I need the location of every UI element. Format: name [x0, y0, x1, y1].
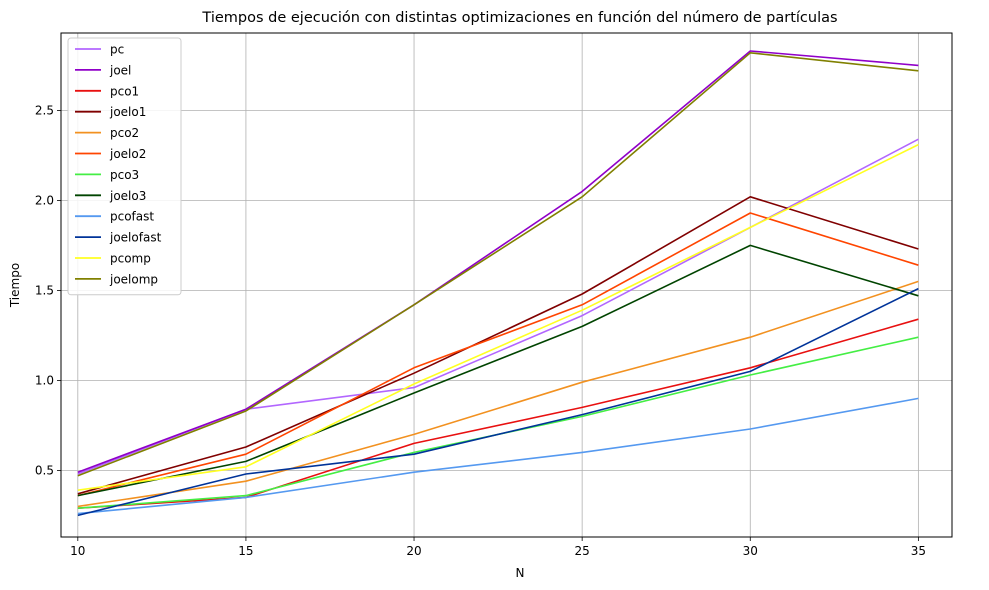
series-line-pco3 — [77, 336, 919, 509]
y-axis: 0.5 1.0 1.5 2.0 2.5 — [35, 103, 61, 477]
series-line-pco1 — [77, 318, 919, 509]
legend: pc joel pco1 joelo1 pco2 joelo2 pco3 joelo3 pcof… — [67, 37, 182, 296]
y-tick-label: 1.5 — [35, 283, 54, 297]
legend-label-pc: pc — [110, 43, 124, 57]
legend-label-pco2: pco2 — [110, 126, 139, 140]
legend-label-joelomp: joelomp — [109, 272, 158, 286]
legend-label-pcofast: pcofast — [110, 210, 154, 224]
x-axis-label: N — [516, 566, 525, 580]
legend-label-joelo3: joelo3 — [109, 189, 146, 203]
series-line-joelofast — [77, 287, 919, 517]
x-axis: 10 15 20 25 30 35 — [70, 537, 926, 558]
y-tick-label: 1.0 — [35, 373, 54, 387]
series-line-pcomp — [77, 143, 919, 491]
y-tick-label: 2.0 — [35, 193, 54, 207]
x-tick-label: 10 — [70, 544, 85, 558]
series-line-joel — [77, 50, 919, 473]
x-tick-label: 15 — [238, 544, 253, 558]
series-line-pc — [77, 138, 919, 475]
y-axis-label: Tiempo — [8, 263, 22, 308]
series-line-pco2 — [77, 280, 919, 508]
legend-label-joelofast: joelofast — [109, 231, 162, 245]
y-tick-label: 0.5 — [35, 463, 54, 477]
legend-label-joelo1: joelo1 — [109, 105, 146, 119]
series-line-joelo2 — [77, 212, 919, 497]
x-tick-label: 35 — [911, 544, 926, 558]
x-tick-label: 20 — [406, 544, 421, 558]
series-lines — [77, 50, 919, 517]
plot-frame — [60, 32, 953, 538]
legend-label-joelo2: joelo2 — [109, 147, 146, 161]
legend-box — [67, 37, 182, 296]
legend-label-joel: joel — [109, 63, 131, 77]
legend-label-pcomp: pcomp — [110, 252, 151, 266]
chart-title: Tiempos de ejecución con distintas optim… — [201, 10, 837, 26]
legend-label-pco1: pco1 — [110, 84, 139, 98]
series-line-pcofast — [77, 397, 919, 515]
y-tick-label: 2.5 — [35, 103, 54, 117]
series-line-joelo1 — [77, 196, 919, 495]
series-line-joelomp — [77, 51, 919, 477]
legend-label-pco3: pco3 — [110, 168, 139, 182]
x-tick-label: 25 — [575, 544, 590, 558]
x-tick-label: 30 — [743, 544, 758, 558]
series-line-joelo3 — [77, 244, 919, 497]
